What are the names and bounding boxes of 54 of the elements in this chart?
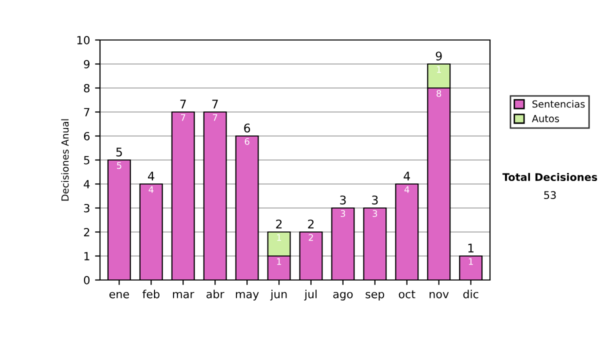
total-label: 2	[276, 220, 282, 228]
total-label: 7	[180, 100, 186, 108]
y-tick-label: 4	[84, 180, 90, 188]
total-label: 4	[148, 172, 154, 180]
y-tick-label: 10	[77, 36, 90, 44]
data-label: 3	[340, 210, 346, 217]
x-tick-label: oct	[398, 290, 416, 298]
text: Total Decisiones	[502, 172, 598, 182]
total-label: 7	[212, 100, 218, 108]
x-tick-label: ago	[333, 292, 353, 300]
total-label: 2	[308, 220, 314, 228]
y-tick-label: 9	[84, 60, 90, 68]
total-label: 5	[116, 148, 122, 157]
y-tick-label: 1	[84, 252, 90, 260]
data-label: 5	[117, 162, 122, 169]
data-label: 6	[244, 138, 250, 145]
data-label: 7	[212, 114, 218, 121]
x-tick-label: jun	[270, 290, 287, 300]
data-label: 1	[436, 66, 441, 73]
data-label: 1	[277, 234, 282, 241]
total-label: 3	[372, 196, 378, 205]
y-tick-label: 6	[84, 132, 90, 140]
x-tick-label: abr	[206, 290, 224, 298]
legend-label: Sentencias	[532, 100, 585, 108]
data-label: 4	[148, 186, 154, 193]
data-label: 2	[308, 234, 313, 241]
x-tick-label: dic	[463, 290, 478, 298]
x-tick-label: nov	[430, 292, 449, 298]
data-label: 1	[277, 258, 282, 265]
x-tick-label: sep	[366, 292, 384, 300]
x-tick-label: ene	[109, 292, 129, 298]
data-label: 8	[436, 90, 442, 97]
total-label: 4	[404, 172, 410, 180]
y-tick-label: 0	[84, 276, 90, 284]
x-tick-label: jul	[304, 290, 317, 300]
total-label: 6	[244, 124, 250, 133]
x-tick-label: feb	[142, 290, 160, 298]
total-label: 3	[340, 196, 346, 205]
total-label: 9	[436, 52, 442, 61]
y-tick-label: 7	[84, 108, 90, 116]
y-tick-label: 3	[84, 204, 90, 212]
y-axis-title: Decisiones Anual	[61, 119, 69, 201]
y-tick-label: 2	[84, 228, 90, 236]
text: 53	[544, 191, 556, 200]
data-label: 4	[404, 186, 410, 193]
y-tick-label: 8	[84, 84, 90, 92]
y-tick-label: 5	[84, 156, 90, 164]
data-label: 3	[372, 210, 378, 217]
data-label: 7	[180, 114, 186, 121]
total-label: 1	[468, 244, 474, 252]
legend-label: Autos	[532, 115, 560, 122]
data-label: 1	[468, 258, 473, 265]
x-tick-label: mar	[173, 292, 194, 298]
x-tick-label: may	[236, 292, 259, 300]
